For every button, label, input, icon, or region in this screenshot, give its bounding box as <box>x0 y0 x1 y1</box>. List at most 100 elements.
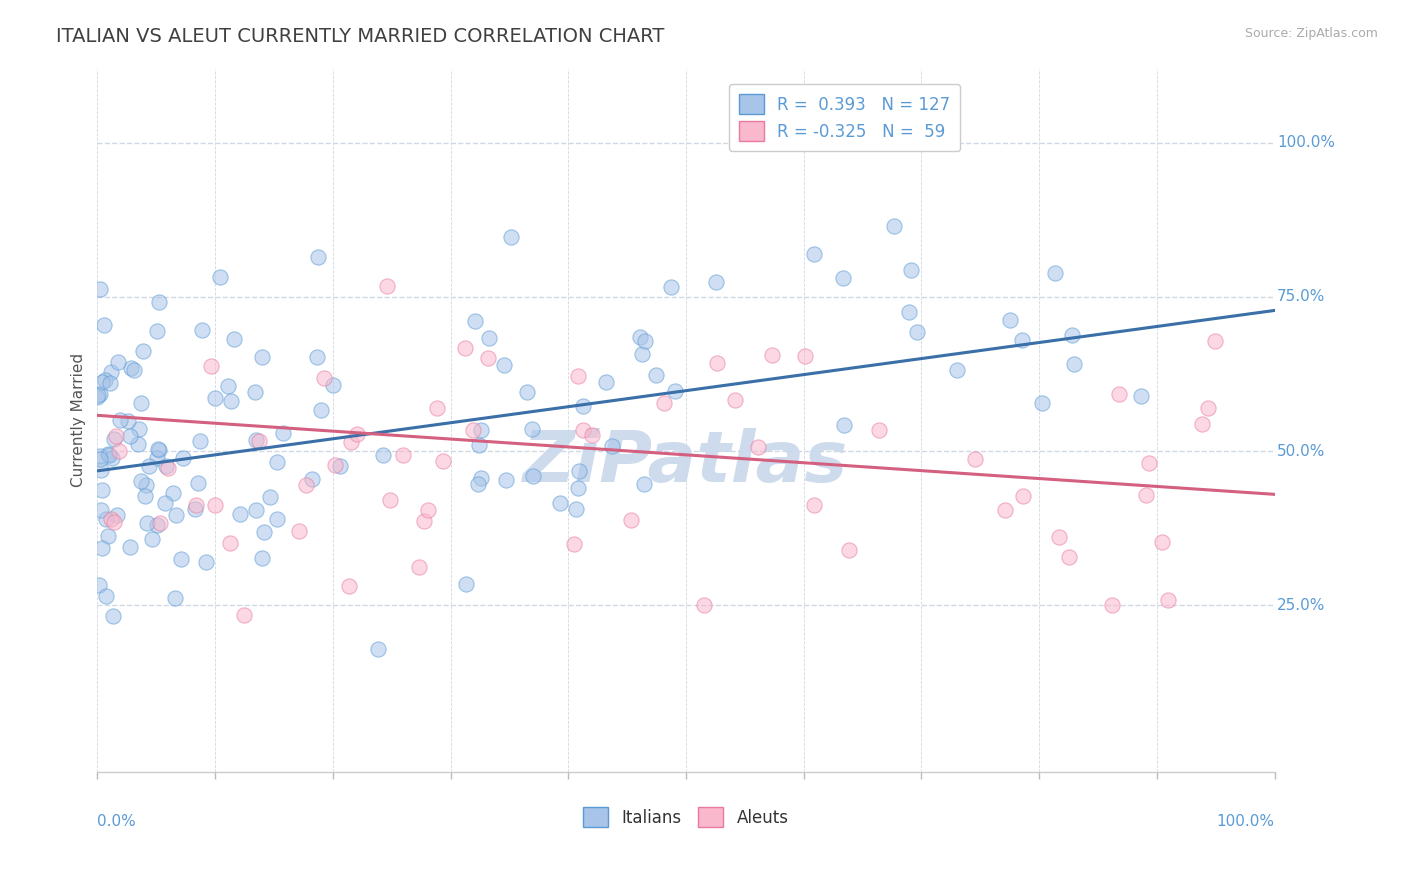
Point <box>868 423 890 437</box>
Point <box>832 271 855 285</box>
Point <box>247 434 270 448</box>
Point <box>499 230 522 244</box>
Point <box>373 448 395 462</box>
Point <box>1204 334 1226 349</box>
Point <box>86 390 108 404</box>
Point <box>101 450 124 465</box>
Point <box>664 384 686 398</box>
Point <box>135 478 157 492</box>
Point <box>495 473 517 487</box>
Point <box>149 516 172 530</box>
Point <box>1059 549 1081 564</box>
Point <box>90 541 112 555</box>
Point <box>146 518 169 533</box>
Point <box>89 450 111 464</box>
Point <box>288 524 311 538</box>
Point <box>120 540 142 554</box>
Point <box>145 324 167 338</box>
Point <box>191 323 214 337</box>
Point <box>375 279 398 293</box>
Text: 0.0%: 0.0% <box>97 814 136 830</box>
Point <box>187 476 209 491</box>
Point <box>314 371 336 385</box>
Point <box>567 481 589 495</box>
Point <box>1137 457 1160 471</box>
Point <box>464 314 486 328</box>
Point <box>101 609 124 624</box>
Point <box>1191 417 1213 431</box>
Point <box>339 434 361 449</box>
Point <box>104 428 127 442</box>
Point <box>1152 534 1174 549</box>
Point <box>162 486 184 500</box>
Point <box>128 422 150 436</box>
Point <box>600 439 623 453</box>
Point <box>311 403 333 417</box>
Point <box>1011 333 1033 347</box>
Point <box>89 387 111 401</box>
Point <box>98 376 121 390</box>
Text: 25.0%: 25.0% <box>1277 598 1326 613</box>
Point <box>1031 396 1053 410</box>
Legend: Italians, Aleuts: Italians, Aleuts <box>576 800 796 834</box>
Text: 75.0%: 75.0% <box>1277 289 1326 304</box>
Point <box>100 512 122 526</box>
Point <box>477 351 499 366</box>
Point <box>1108 386 1130 401</box>
Point <box>301 472 323 486</box>
Point <box>194 555 217 569</box>
Point <box>96 589 118 603</box>
Point <box>322 378 344 392</box>
Point <box>98 448 121 462</box>
Point <box>219 394 242 409</box>
Point <box>470 423 492 437</box>
Point <box>562 537 585 551</box>
Point <box>141 533 163 547</box>
Point <box>200 359 222 374</box>
Point <box>105 508 128 522</box>
Point <box>644 368 666 382</box>
Point <box>87 388 110 402</box>
Point <box>103 432 125 446</box>
Point <box>108 444 131 458</box>
Point <box>628 330 651 344</box>
Point <box>184 501 207 516</box>
Point <box>97 529 120 543</box>
Text: Source: ZipAtlas.com: Source: ZipAtlas.com <box>1244 27 1378 40</box>
Text: 100.0%: 100.0% <box>1216 814 1275 830</box>
Point <box>103 515 125 529</box>
Point <box>107 355 129 369</box>
Point <box>418 502 440 516</box>
Point <box>367 642 389 657</box>
Point <box>522 469 544 483</box>
Point <box>900 263 922 277</box>
Point <box>305 351 328 365</box>
Point <box>146 442 169 456</box>
Point <box>492 358 515 372</box>
Point <box>204 392 226 406</box>
Point <box>118 429 141 443</box>
Point <box>89 452 111 467</box>
Point <box>184 498 207 512</box>
Point <box>87 578 110 592</box>
Point <box>963 451 986 466</box>
Point <box>581 427 603 442</box>
Point <box>136 516 159 530</box>
Point <box>1135 488 1157 502</box>
Point <box>803 498 825 512</box>
Point <box>134 489 156 503</box>
Point <box>572 399 595 413</box>
Point <box>91 483 114 497</box>
Point <box>245 385 267 400</box>
Point <box>467 477 489 491</box>
Point <box>838 543 860 558</box>
Point <box>153 496 176 510</box>
Point <box>659 280 682 294</box>
Point <box>620 513 643 527</box>
Point <box>93 318 115 332</box>
Point <box>1012 489 1035 503</box>
Point <box>266 512 288 526</box>
Point <box>96 512 118 526</box>
Point <box>337 579 360 593</box>
Point <box>634 334 657 348</box>
